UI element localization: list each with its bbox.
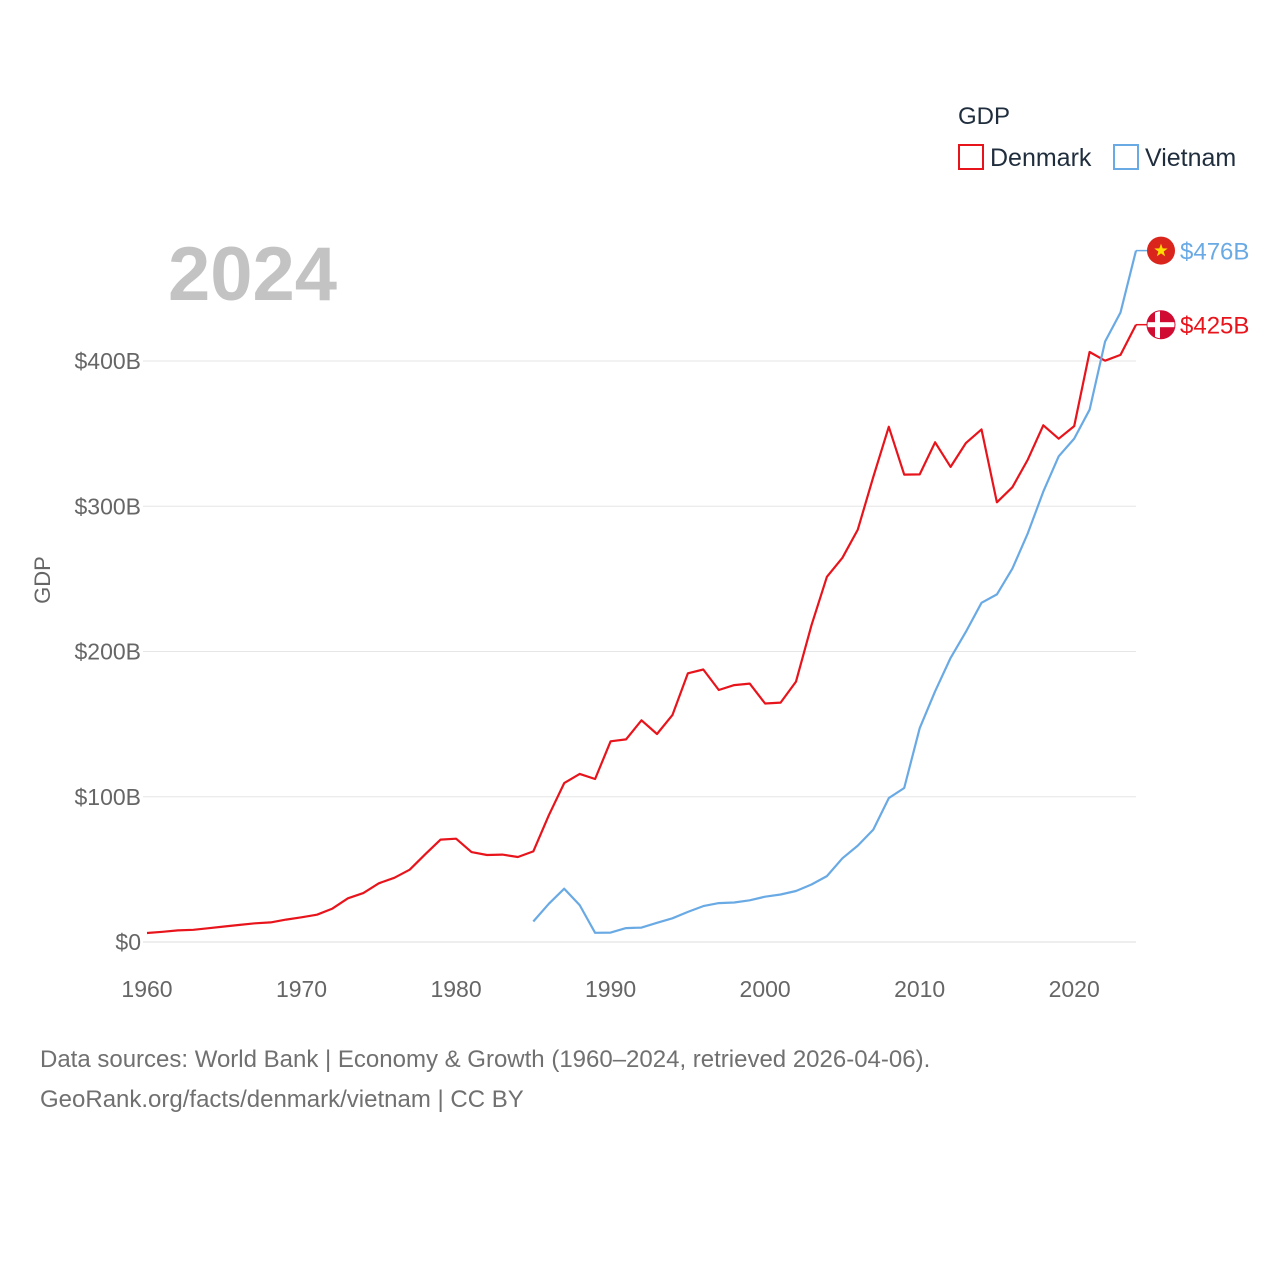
x-tick-label: 2010 bbox=[894, 976, 945, 1002]
legend-label-denmark: Denmark bbox=[990, 144, 1092, 172]
gridlines bbox=[143, 360, 1136, 943]
x-tick-label: 2000 bbox=[740, 976, 791, 1002]
y-tick-label: $300B bbox=[74, 493, 141, 519]
source-line-2: GeoRank.org/facts/denmark/vietnam | CC B… bbox=[40, 1086, 524, 1113]
gdp-line-chart: $0 $100B $200B $300B $400B 1960 1970 1980 1990 2… bbox=[30, 103, 1249, 1002]
legend-swatch-vietnam bbox=[1113, 144, 1139, 170]
y-tick-label: $400B bbox=[74, 348, 141, 374]
data-source-note: Data sources: World Bank | Economy & Gro… bbox=[40, 1040, 1240, 1120]
vietnam-flag-icon bbox=[1147, 236, 1175, 265]
end-value-label-denmark: $425B bbox=[1180, 313, 1249, 340]
y-axis-title: GDP bbox=[30, 556, 55, 604]
x-tick-label: 1980 bbox=[430, 976, 481, 1002]
legend-label-vietnam: Vietnam bbox=[1145, 144, 1236, 172]
y-axis-ticks: $0 $100B $200B $300B $400B bbox=[74, 348, 141, 955]
legend-title: GDP bbox=[958, 103, 1010, 130]
end-markers: $425B $476B bbox=[1136, 236, 1249, 340]
x-axis-ticks: 1960 1970 1980 1990 2000 2010 2020 bbox=[121, 976, 1099, 1002]
legend-item-denmark[interactable]: Denmark bbox=[958, 144, 1092, 172]
y-tick-label: $200B bbox=[74, 639, 141, 665]
legend: GDP Denmark Vietnam bbox=[958, 103, 1236, 172]
end-value-label-vietnam: $476B bbox=[1180, 239, 1249, 266]
series-line-denmark bbox=[146, 324, 1137, 935]
x-tick-label: 1960 bbox=[121, 976, 172, 1002]
y-tick-label: $0 bbox=[115, 929, 141, 955]
x-tick-label: 1970 bbox=[276, 976, 327, 1002]
series-lines bbox=[146, 250, 1138, 935]
x-tick-label: 1990 bbox=[585, 976, 636, 1002]
legend-item-vietnam[interactable]: Vietnam bbox=[1113, 144, 1236, 172]
year-label: 2024 bbox=[168, 232, 337, 317]
legend-swatch-denmark bbox=[958, 144, 984, 170]
denmark-flag-icon bbox=[1146, 310, 1176, 340]
y-tick-label: $100B bbox=[74, 784, 141, 810]
series-line-vietnam bbox=[532, 250, 1138, 934]
x-tick-label: 2020 bbox=[1049, 976, 1100, 1002]
source-line-1: Data sources: World Bank | Economy & Gro… bbox=[40, 1046, 931, 1073]
